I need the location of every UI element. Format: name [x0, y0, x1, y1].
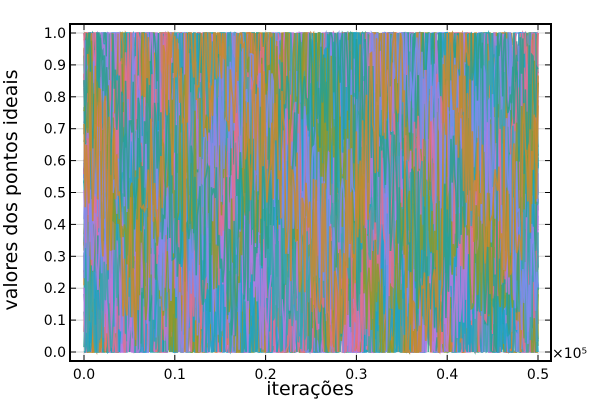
y-tick-label: 0.2 — [44, 281, 66, 297]
y-tick-label: 0.7 — [44, 122, 66, 138]
x-tick-label: 0.3 — [345, 367, 367, 383]
x-axis-label: iterações — [266, 378, 354, 400]
y-tick-label: 0.3 — [44, 249, 66, 265]
y-tick-label: 1.0 — [44, 26, 66, 42]
x-tick-label: 0.2 — [254, 367, 276, 383]
x-tick-label: 0.1 — [164, 367, 186, 383]
y-axis-label: valores dos pontos ideais — [0, 69, 22, 310]
y-tick-label: 0.5 — [44, 186, 66, 202]
series-group — [83, 29, 539, 355]
y-tick-label: 0.8 — [44, 90, 66, 106]
x-tick-label: 0.4 — [436, 367, 458, 383]
y-tick-label: 0.0 — [44, 345, 66, 361]
y-tick-label: 0.6 — [44, 154, 66, 170]
series-line — [83, 30, 539, 353]
x-axis-exponent: ×10⁵ — [552, 346, 587, 362]
x-tick-label: 0.0 — [73, 367, 95, 383]
tick-labels: 0.0 0.1 0.2 0.3 0.4 0.5 0.0 0.1 0.2 0.3 0.4 0.5 0.6 0… — [44, 26, 549, 383]
y-tick-label: 0.4 — [44, 217, 66, 233]
y-tick-label: 0.1 — [44, 313, 66, 329]
x-tick-label: 0.5 — [527, 367, 549, 383]
ticks — [70, 24, 551, 361]
y-tick-label: 0.9 — [44, 58, 66, 74]
